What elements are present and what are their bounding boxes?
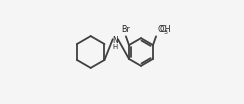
Text: 3: 3 <box>164 30 168 35</box>
Text: Br: Br <box>122 25 130 34</box>
Text: H: H <box>113 44 118 50</box>
Text: CH: CH <box>160 25 172 34</box>
Text: N: N <box>112 36 118 45</box>
Text: O: O <box>157 25 163 34</box>
